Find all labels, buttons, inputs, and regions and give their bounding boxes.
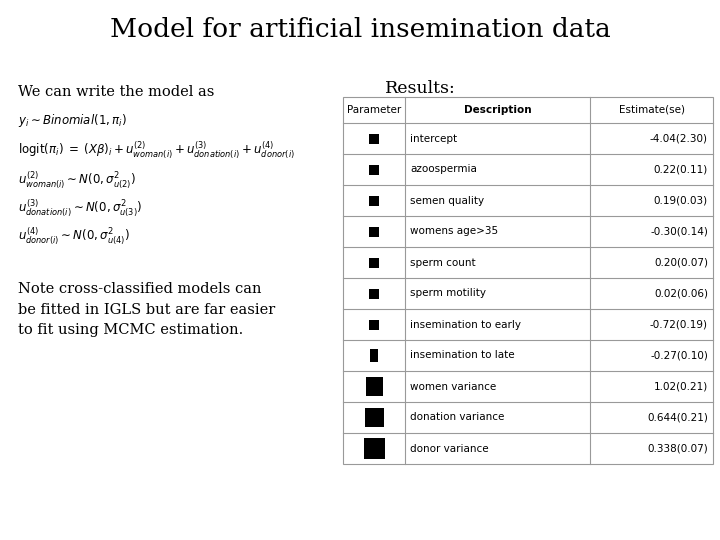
Text: intercept: intercept — [410, 133, 457, 144]
Text: $u^{(2)}_{woman(i)} \sim N(0,\sigma^2_{u(2)})$: $u^{(2)}_{woman(i)} \sim N(0,\sigma^2_{u… — [18, 170, 136, 192]
Text: 0.19(0.03): 0.19(0.03) — [654, 195, 708, 206]
Text: $u^{(3)}_{donation(i)} \sim N(0,\sigma^2_{u(3)})$: $u^{(3)}_{donation(i)} \sim N(0,\sigma^2… — [18, 198, 143, 219]
Text: azoospermia: azoospermia — [410, 165, 477, 174]
Text: -0.30(0.14): -0.30(0.14) — [650, 226, 708, 237]
Bar — [369, 288, 379, 299]
Bar — [366, 377, 382, 396]
Text: insemination to late: insemination to late — [410, 350, 515, 361]
Text: -0.72(0.19): -0.72(0.19) — [650, 320, 708, 329]
Text: 0.644(0.21): 0.644(0.21) — [647, 413, 708, 422]
Text: semen quality: semen quality — [410, 195, 484, 206]
Bar — [369, 258, 379, 267]
Text: Model for artificial insemination data: Model for artificial insemination data — [109, 17, 611, 42]
Text: donor variance: donor variance — [410, 443, 489, 454]
Bar — [370, 349, 378, 362]
Text: insemination to early: insemination to early — [410, 320, 521, 329]
Text: sperm motility: sperm motility — [410, 288, 486, 299]
Text: -0.27(0.10): -0.27(0.10) — [650, 350, 708, 361]
Text: Note cross-classified models can
be fitted in IGLS but are far easier
to fit usi: Note cross-classified models can be fitt… — [18, 282, 275, 337]
Bar — [369, 226, 379, 237]
Text: $u^{(4)}_{donor(i)} \sim N(0,\sigma^2_{u(4)})$: $u^{(4)}_{donor(i)} \sim N(0,\sigma^2_{u… — [18, 226, 130, 247]
Text: -4.04(2.30): -4.04(2.30) — [650, 133, 708, 144]
Text: Estimate(se): Estimate(se) — [618, 105, 685, 115]
Bar — [343, 97, 713, 464]
Text: womens age>35: womens age>35 — [410, 226, 498, 237]
Text: sperm count: sperm count — [410, 258, 476, 267]
Text: $y_i \sim Binomial(1,\pi_i)$: $y_i \sim Binomial(1,\pi_i)$ — [18, 112, 127, 129]
Bar — [369, 320, 379, 329]
Bar — [369, 133, 379, 144]
Text: donation variance: donation variance — [410, 413, 505, 422]
Text: We can write the model as: We can write the model as — [18, 85, 215, 99]
Bar — [369, 165, 379, 174]
Bar — [369, 195, 379, 206]
Text: Description: Description — [464, 105, 531, 115]
Text: Parameter: Parameter — [347, 105, 401, 115]
Text: 0.02(0.06): 0.02(0.06) — [654, 288, 708, 299]
Text: 0.22(0.11): 0.22(0.11) — [654, 165, 708, 174]
Bar — [364, 438, 384, 459]
Text: women variance: women variance — [410, 381, 496, 391]
Bar — [364, 408, 384, 427]
Text: Results:: Results: — [385, 80, 456, 97]
Text: $\mathrm{logit}(\pi_i)\;=\;(X\beta)_i + u^{(2)}_{woman(i)} + u^{(3)}_{donation(i: $\mathrm{logit}(\pi_i)\;=\;(X\beta)_i + … — [18, 140, 294, 161]
Text: 0.20(0.07): 0.20(0.07) — [654, 258, 708, 267]
Text: 1.02(0.21): 1.02(0.21) — [654, 381, 708, 391]
Text: 0.338(0.07): 0.338(0.07) — [647, 443, 708, 454]
